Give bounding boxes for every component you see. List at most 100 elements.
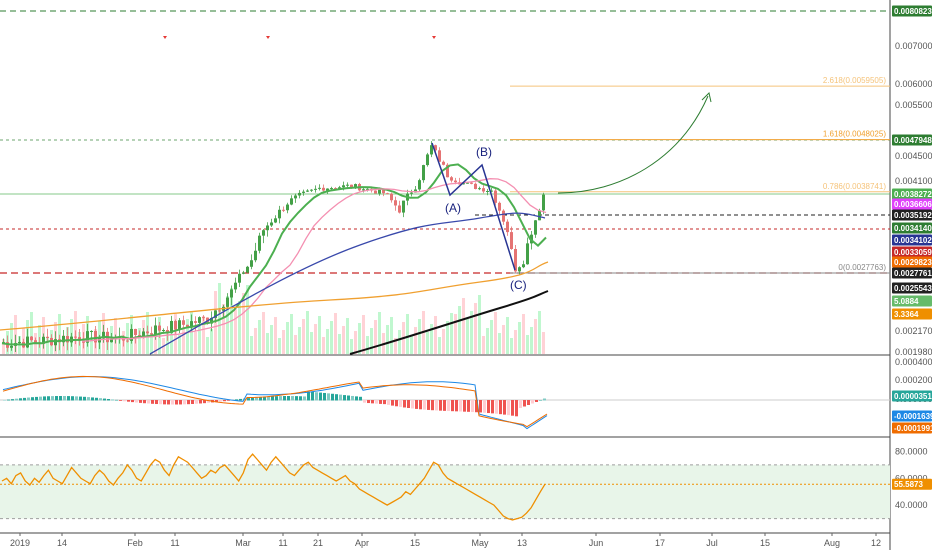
volume-bar — [166, 330, 169, 354]
volume-bar — [470, 311, 473, 354]
macd-histogram-bar — [135, 400, 138, 403]
candle-body — [290, 198, 293, 205]
macd-histogram-bar — [107, 398, 110, 401]
volume-bar — [486, 328, 489, 354]
projection-arrow — [557, 95, 709, 194]
macd-histogram-bar — [283, 396, 286, 401]
rsi-scale-tick: 60.0000 — [895, 473, 928, 483]
volume-bar — [374, 320, 377, 354]
macd-histogram-bar — [463, 400, 466, 412]
signal-marker — [432, 36, 436, 39]
fib-level-label: 0.786(0.0038741) — [823, 182, 887, 191]
candle-body — [318, 187, 321, 189]
macd-histogram-bar — [519, 400, 522, 408]
macd-histogram-bar — [187, 400, 190, 405]
candle-body — [498, 202, 501, 211]
candle-body — [134, 328, 137, 336]
macd-histogram-bar — [47, 396, 50, 401]
volume-bar — [342, 326, 345, 354]
x-tick-label: 17 — [655, 538, 665, 548]
volume-bar — [430, 324, 433, 354]
macd-histogram-bar — [355, 396, 358, 401]
volume-bar — [134, 336, 137, 354]
macd-histogram-bar — [451, 400, 454, 412]
volume-bar — [282, 330, 285, 354]
macd-histogram-bar — [99, 398, 102, 401]
macd-histogram-bar — [175, 400, 178, 405]
candle-body — [510, 232, 513, 249]
macd-histogram-bar — [383, 400, 386, 405]
candle-body — [42, 336, 45, 344]
candle-body — [286, 204, 289, 211]
projection-arrowhead — [701, 92, 712, 103]
macd-histogram-bar — [127, 400, 130, 402]
price-badge — [892, 295, 932, 307]
candle-body — [438, 150, 441, 162]
fib-level-label: 1.618(0.0048025) — [823, 130, 887, 139]
candle-body — [478, 188, 481, 190]
price-badge-label: 0.0034140 — [894, 224, 932, 233]
volume-bar — [494, 312, 497, 354]
volume-bar — [462, 298, 465, 354]
volume-bar — [90, 337, 93, 354]
volume-bar — [542, 332, 545, 354]
macd-histogram-bar — [275, 396, 278, 401]
candle-body — [158, 325, 161, 331]
x-tick-label: 15 — [760, 538, 770, 548]
volume-bar — [202, 316, 205, 354]
volume-bar — [14, 315, 17, 354]
macd-histogram-bar — [83, 396, 86, 401]
price-badge — [892, 256, 932, 268]
rsi-badge-label: 55.5873 — [894, 480, 923, 489]
candle-body — [542, 194, 545, 211]
volume-bar — [198, 324, 201, 354]
volume-bar — [210, 329, 213, 354]
volume-bar — [450, 313, 453, 354]
candle-body — [274, 218, 277, 223]
macd-histogram-bar — [495, 400, 498, 414]
price-badge — [892, 308, 932, 320]
candle-body — [210, 317, 213, 324]
macd-histogram-bar — [479, 400, 482, 413]
rsi-panel — [0, 453, 890, 521]
volume-bar — [314, 324, 317, 354]
candle-body — [310, 189, 313, 191]
x-tick-label: Jun — [589, 538, 604, 548]
candle-body — [454, 180, 457, 183]
price-badge-label: 5.0884 — [894, 297, 919, 306]
candle-body — [302, 191, 305, 193]
candle-body — [26, 336, 29, 348]
candle-body — [486, 190, 489, 192]
macd-badge — [892, 410, 932, 422]
macd-histogram-bar — [71, 396, 74, 401]
volume-bar — [222, 304, 225, 354]
candle-body — [242, 272, 245, 274]
macd-histogram-bar — [415, 400, 418, 409]
candle-body — [446, 164, 449, 178]
volume-bar — [386, 325, 389, 354]
candle-body — [474, 183, 477, 189]
macd-histogram-bar — [239, 398, 242, 401]
x-tick-label: Apr — [355, 538, 369, 548]
macd-histogram-bar — [271, 396, 274, 401]
volume-bar — [258, 320, 261, 354]
macd-histogram-bar — [335, 394, 338, 401]
volume-bar — [310, 332, 313, 354]
macd-histogram-bar — [291, 396, 294, 401]
candle-body — [410, 192, 413, 194]
candle-body — [430, 145, 433, 155]
macd-badge-label: 0.0000351 — [894, 392, 932, 401]
volume-bar — [326, 329, 329, 354]
candle-body — [338, 187, 341, 189]
price-badge-label: 0.0033059 — [894, 248, 932, 257]
volume-bar — [118, 339, 121, 354]
candle-body — [482, 188, 485, 192]
macd-histogram-bar — [515, 400, 518, 417]
volume-bar — [354, 331, 357, 354]
macd-histogram-bar — [303, 396, 306, 401]
signal-marker — [163, 36, 167, 39]
macd-histogram-bar — [139, 400, 142, 403]
macd-histogram-bar — [75, 396, 78, 401]
